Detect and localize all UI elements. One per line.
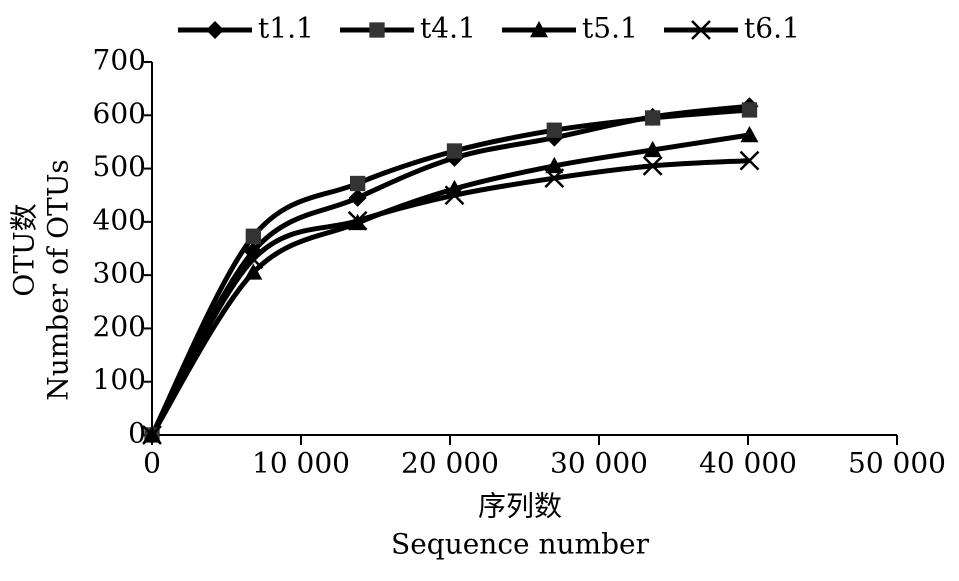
marker [244, 263, 263, 280]
x-axis-label: 序列数 [478, 490, 562, 523]
x-tick-label: 30 000 [550, 447, 648, 480]
x-tick-label: 50 000 [848, 447, 946, 480]
marker [740, 126, 759, 143]
y-tick-label: 0 [128, 417, 146, 450]
series-line [149, 158, 750, 437]
marker [348, 188, 367, 207]
legend-label: t1.1 [258, 12, 314, 45]
y-tick-label: 200 [93, 310, 146, 343]
legend-marker [530, 21, 548, 38]
x-tick-label: 0 [143, 447, 161, 480]
marker [546, 122, 562, 138]
y-tick-label: 100 [93, 363, 146, 396]
marker [642, 156, 663, 176]
y-tick-label: 500 [93, 150, 146, 183]
marker [643, 140, 662, 158]
x-tick-label: 20 000 [401, 447, 499, 480]
legend-marker [369, 22, 385, 38]
series-line [149, 132, 750, 437]
y-tick-label: 400 [93, 203, 146, 236]
legend-marker [691, 20, 711, 40]
marker [349, 175, 366, 192]
marker [644, 110, 661, 126]
y-axis-label: OTU数 [8, 203, 41, 296]
marker [446, 143, 463, 159]
marker [444, 185, 465, 206]
marker [243, 249, 264, 270]
marker [245, 228, 261, 244]
legend-label: t5.1 [582, 12, 638, 45]
marker [544, 168, 565, 189]
marker [142, 425, 162, 445]
legend-label: t4.1 [420, 12, 476, 45]
y-tick-label: 700 [93, 44, 146, 77]
x-axis-label: Sequence number [391, 528, 650, 561]
x-tick-label: 40 000 [699, 447, 797, 480]
marker [545, 156, 564, 174]
marker [347, 210, 368, 231]
x-tick-label: 10 000 [252, 447, 350, 480]
legend-label: t6.1 [744, 12, 800, 45]
marker [739, 150, 760, 171]
y-axis-label: Number of OTUs [42, 159, 75, 401]
marker [741, 102, 758, 118]
y-tick-label: 600 [93, 97, 146, 130]
legend-marker [206, 21, 224, 39]
y-tick-label: 300 [93, 257, 146, 290]
